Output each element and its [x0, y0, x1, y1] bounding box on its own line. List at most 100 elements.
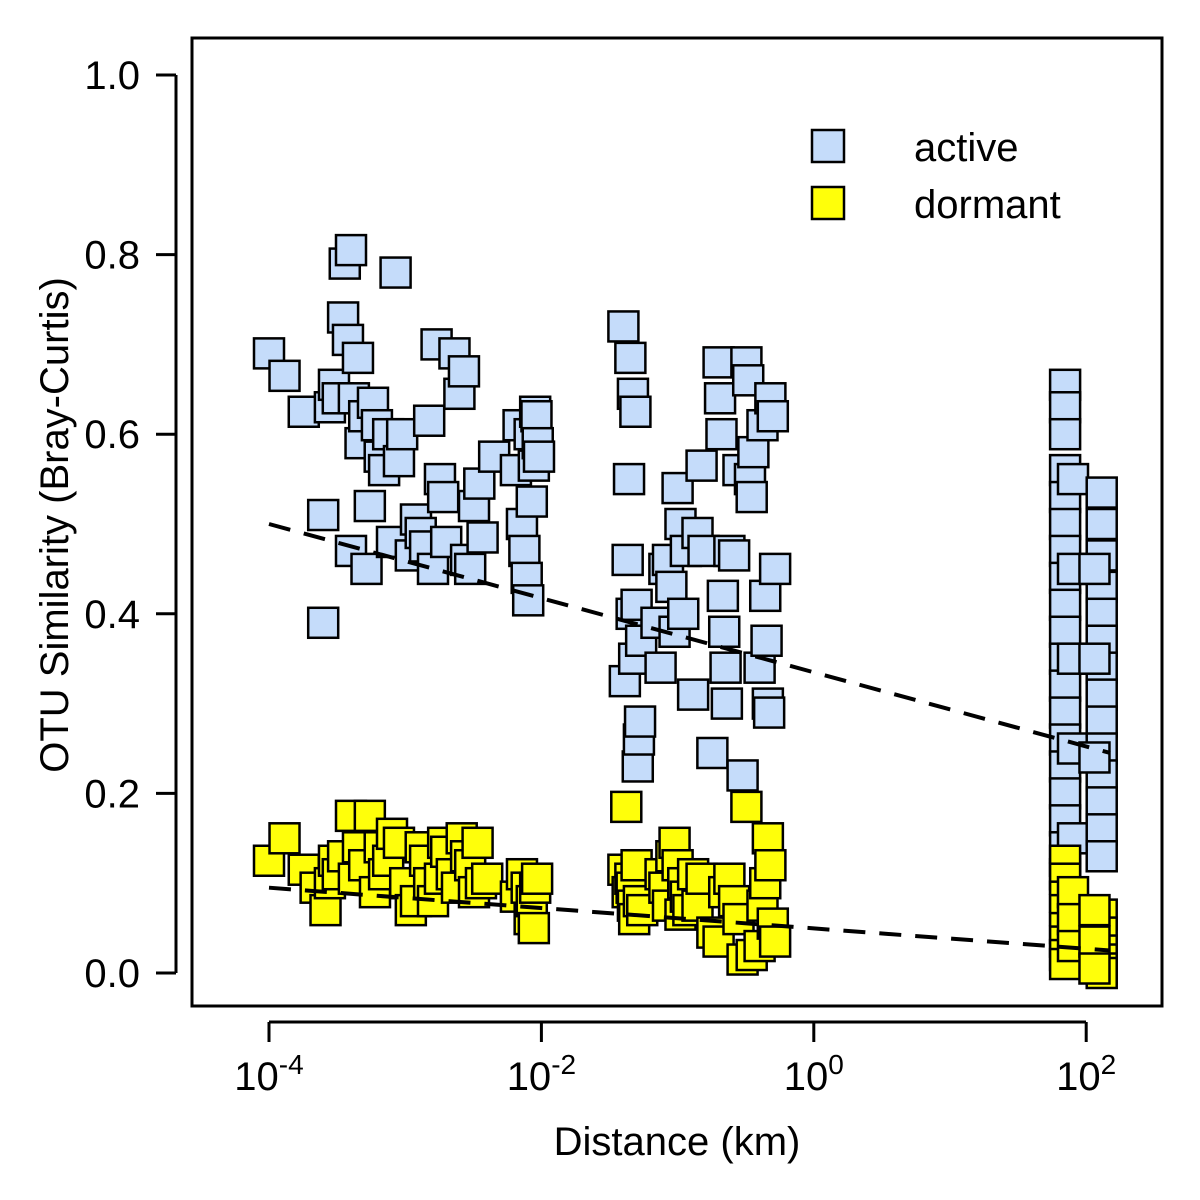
active-point — [508, 534, 541, 568]
active-point — [379, 256, 412, 289]
active-point — [644, 651, 677, 684]
y-axis: 0.0 0.2 0.4 0.6 0.8 1.0 — [84, 54, 178, 996]
active-point — [750, 624, 783, 657]
active-point — [463, 467, 496, 500]
x-tick-label: 10-2 — [507, 1049, 576, 1099]
active-point — [1048, 777, 1082, 810]
active-point — [612, 462, 646, 496]
active-point — [1048, 669, 1082, 702]
y-tick-label: 0.0 — [84, 952, 140, 996]
active-point — [748, 579, 782, 613]
active-point — [666, 597, 700, 631]
active-point — [726, 759, 759, 792]
active-point — [1056, 462, 1090, 496]
active-point — [620, 588, 653, 622]
dormant-point — [268, 822, 301, 855]
dormant-point — [309, 893, 342, 927]
x-tick-label: 102 — [1056, 1049, 1116, 1099]
active-point — [752, 696, 786, 729]
dormant-point — [758, 925, 792, 958]
active-point — [702, 346, 735, 379]
dormant-point — [517, 911, 551, 945]
active-point — [1085, 678, 1118, 711]
dormant-point — [520, 862, 554, 895]
active-point — [655, 570, 688, 604]
active-point — [385, 417, 419, 451]
legend-label-dormant: dormant — [914, 183, 1061, 227]
active-point — [717, 539, 751, 572]
active-point — [709, 651, 742, 684]
active-point — [1048, 588, 1082, 622]
active-point — [607, 310, 640, 343]
active-point — [611, 543, 644, 577]
y-tick-label: 0.8 — [84, 234, 140, 278]
active-point — [1085, 476, 1118, 509]
y-tick-label: 0.2 — [84, 772, 140, 816]
active-point — [707, 615, 741, 649]
active-points — [252, 233, 1118, 891]
active-point — [1048, 615, 1082, 649]
y-tick-label: 0.6 — [84, 413, 140, 457]
active-point — [706, 579, 740, 613]
legend-swatch-dormant — [810, 185, 846, 221]
active-fit-line — [268, 522, 1111, 755]
legend: active dormant — [810, 126, 1061, 227]
x-tick-base: 10 — [1056, 1055, 1101, 1099]
active-point — [1048, 507, 1082, 541]
active-point — [268, 359, 301, 393]
dormant-point — [1078, 952, 1111, 985]
x-tick-exponent: 0 — [828, 1049, 844, 1080]
active-point — [382, 444, 416, 478]
dormant-point — [754, 848, 787, 882]
y-tick-label: 0.4 — [84, 593, 140, 637]
dormant-point — [461, 826, 494, 860]
active-point — [1085, 507, 1118, 541]
dormant-points — [252, 790, 1118, 990]
active-point — [520, 399, 553, 433]
active-point — [685, 449, 718, 482]
active-point — [1048, 696, 1082, 729]
legend-label-active: active — [914, 126, 1019, 170]
active-point — [416, 552, 450, 586]
active-point — [515, 485, 549, 518]
active-point — [306, 606, 340, 640]
active-point — [676, 678, 710, 711]
x-tick-label: 100 — [784, 1049, 844, 1099]
active-point — [1085, 840, 1118, 873]
active-point — [412, 404, 446, 437]
x-tick-exponent: 2 — [1101, 1049, 1117, 1080]
x-axis: 10-4 10-2 100 102 — [234, 1020, 1116, 1099]
active-point — [1048, 391, 1082, 424]
active-point — [623, 705, 657, 738]
x-tick-base: 10 — [234, 1055, 279, 1099]
active-point — [350, 552, 383, 586]
active-point — [614, 341, 647, 375]
dormant-fit-line — [268, 885, 1111, 953]
active-point — [447, 355, 481, 388]
active-point — [710, 687, 744, 720]
active-point — [703, 382, 737, 415]
y-axis-title: OTU Similarity (Bray-Curtis) — [33, 277, 77, 773]
x-tick-label: 10-4 — [234, 1049, 303, 1099]
dormant-point — [470, 862, 504, 895]
x-tick-exponent: -4 — [279, 1049, 304, 1080]
x-axis-title: Distance (km) — [554, 1120, 801, 1164]
active-point — [661, 471, 694, 505]
active-point — [1085, 705, 1118, 738]
active-point — [306, 498, 340, 532]
fit-lines-overlay — [268, 522, 1111, 953]
plot-frame — [190, 36, 1164, 1008]
y-tick-label: 1.0 — [84, 54, 140, 98]
active-point — [1085, 786, 1118, 819]
active-point — [756, 399, 790, 433]
active-point — [522, 440, 556, 473]
active-point — [453, 552, 487, 586]
active-point — [1078, 642, 1111, 675]
x-tick-base: 10 — [784, 1055, 829, 1099]
active-point — [353, 489, 387, 523]
active-point — [341, 341, 375, 375]
active-point — [737, 435, 770, 469]
active-point — [1078, 552, 1111, 586]
x-tick-base: 10 — [507, 1055, 552, 1099]
